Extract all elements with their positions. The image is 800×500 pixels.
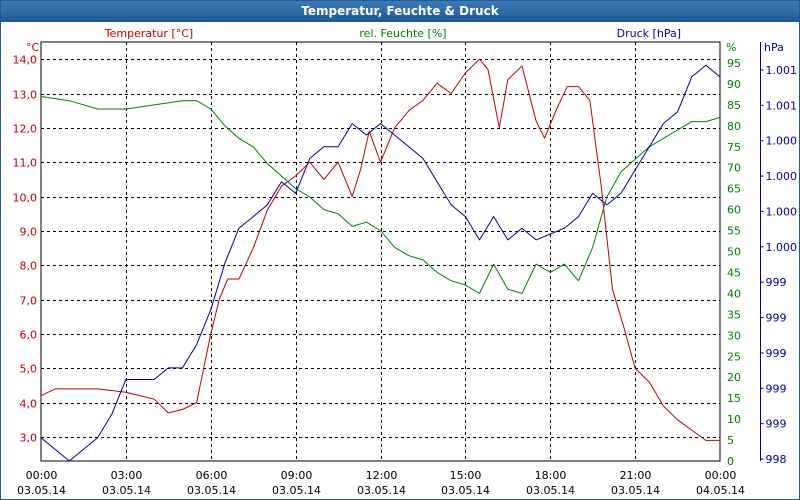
- y-tick-humidity-label: 35: [727, 308, 741, 321]
- y-tick-temperature-label: 11,0: [13, 157, 38, 170]
- x-tick-time-label: 06:00: [196, 469, 228, 482]
- y-tick-temperature-label: 5,0: [20, 363, 38, 376]
- series-line-humidity: [40, 96, 721, 294]
- y-tick-humidity-label: 60: [727, 204, 741, 217]
- y-tick-humidity-label: 90: [727, 78, 741, 91]
- y-tick-humidity-label: 65: [727, 183, 741, 196]
- y-tick-pressure-label: 1.001: [766, 64, 798, 77]
- humidity-unit-label: %: [726, 41, 736, 54]
- x-tick-time-label: 21:00: [620, 469, 652, 482]
- y-tick-pressure-label: 1.000: [766, 241, 798, 254]
- y-tick-humidity-label: 30: [727, 329, 741, 342]
- y-tick-humidity-label: 75: [727, 141, 741, 154]
- x-tick-time-label: 00:00: [705, 469, 737, 482]
- y-tick-humidity-label: 10: [727, 413, 741, 426]
- y-tick-humidity-label: 50: [727, 246, 741, 259]
- x-tick-date-label: 03.05.14: [187, 484, 236, 497]
- x-tick-date-label: 03.05.14: [611, 484, 660, 497]
- y-tick-pressure-label: 999: [766, 312, 787, 325]
- y-tick-pressure-label: 999: [766, 418, 787, 431]
- legend-pressure: Druck [hPa]: [617, 27, 681, 40]
- y-tick-pressure-label: 1.001: [766, 99, 798, 112]
- y-tick-temperature-label: 12,0: [13, 123, 38, 136]
- y-tick-temperature-label: 8,0: [20, 260, 38, 273]
- y-tick-humidity-label: 85: [727, 99, 741, 112]
- x-tick-date-label: 03.05.14: [441, 484, 490, 497]
- y-tick-humidity-label: 40: [727, 287, 741, 300]
- y-tick-humidity-label: 5: [727, 434, 734, 447]
- plot-frame: [40, 41, 721, 462]
- legend-temperature: Temperatur [°C]: [104, 27, 193, 40]
- y-tick-humidity-label: 45: [727, 266, 741, 279]
- y-tick-temperature-label: 13,0: [13, 89, 38, 102]
- y-tick-humidity-label: 95: [727, 57, 741, 70]
- temperature-unit-label: °C: [26, 41, 40, 54]
- y-tick-pressure-label: 999: [766, 382, 787, 395]
- y-tick-temperature-label: 14,0: [13, 54, 38, 67]
- y-tick-temperature-label: 3,0: [20, 432, 38, 445]
- y-tick-pressure-label: 1.000: [766, 205, 798, 218]
- x-tick-time-label: 12:00: [366, 469, 398, 482]
- pressure-unit-label: hPa: [764, 41, 784, 54]
- y-tick-humidity-label: 55: [727, 225, 741, 238]
- y-tick-pressure-label: 1.000: [766, 135, 798, 148]
- x-tick-time-label: 15:00: [450, 469, 482, 482]
- y-tick-pressure-label: 1.000: [766, 170, 798, 183]
- x-tick-time-label: 18:00: [535, 469, 567, 482]
- y-tick-humidity-label: 70: [727, 162, 741, 175]
- series-line-pressure: [40, 64, 721, 462]
- x-tick-date-label: 03.05.14: [526, 484, 575, 497]
- y-tick-pressure-label: 999: [766, 347, 787, 360]
- x-tick-date-label: 03.05.14: [272, 484, 321, 497]
- y-tick-humidity-label: 25: [727, 350, 741, 363]
- legend-humidity: rel. Feuchte [%]: [359, 27, 446, 40]
- x-tick-time-label: 09:00: [281, 469, 313, 482]
- y-tick-temperature-label: 6,0: [20, 329, 38, 342]
- y-tick-temperature-label: 10,0: [13, 192, 38, 205]
- x-tick-date-label: 03.05.14: [357, 484, 406, 497]
- x-tick-time-label: 00:00: [26, 469, 58, 482]
- y-tick-humidity-label: 15: [727, 392, 741, 405]
- chart-canvas: 00:00 03.05.14 03:00 03.05.14 06:00 03.05.14 0…: [13, 27, 798, 497]
- window-title: Temperatur, Feuchte & Druck: [1, 1, 799, 22]
- x-tick-date-label: 03.05.14: [102, 484, 151, 497]
- y-tick-humidity-label: 0: [727, 455, 734, 468]
- y-tick-temperature-label: 7,0: [20, 295, 38, 308]
- y-tick-pressure-label: 999: [766, 276, 787, 289]
- y-tick-pressure-label: 998: [766, 453, 787, 466]
- y-tick-temperature-label: 9,0: [20, 226, 38, 239]
- y-tick-humidity-label: 80: [727, 120, 741, 133]
- series-line-temperature: [40, 58, 720, 441]
- x-tick-date-label: 04.05.14: [696, 484, 745, 497]
- y-tick-humidity-label: 20: [727, 371, 741, 384]
- y-tick-temperature-label: 4,0: [20, 398, 38, 411]
- x-tick-date-label: 03.05.14: [17, 484, 66, 497]
- x-tick-time-label: 03:00: [111, 469, 143, 482]
